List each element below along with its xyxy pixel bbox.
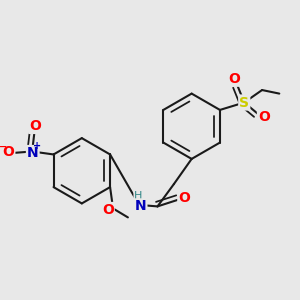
Text: O: O [2, 146, 14, 159]
Text: H: H [134, 191, 143, 201]
Text: S: S [239, 95, 249, 110]
Text: +: + [33, 141, 42, 151]
Text: O: O [178, 191, 190, 206]
Text: O: O [229, 72, 240, 86]
Text: O: O [258, 110, 270, 124]
Text: N: N [135, 200, 146, 213]
Text: O: O [102, 203, 114, 217]
Text: O: O [29, 119, 41, 133]
Text: −: − [0, 141, 8, 152]
Text: N: N [27, 146, 39, 160]
